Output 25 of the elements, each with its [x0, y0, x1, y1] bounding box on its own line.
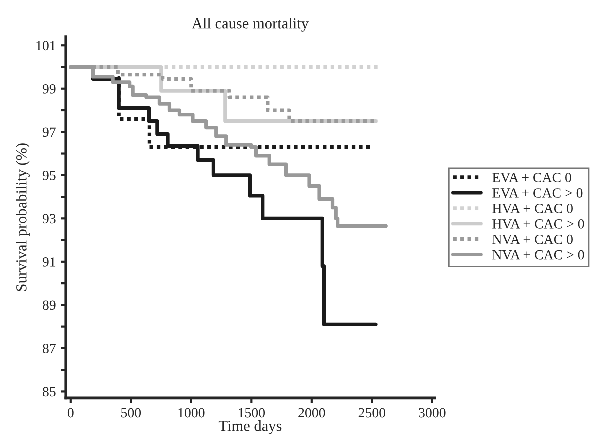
y-tick-label: 95	[42, 171, 56, 180]
x-tick-label: 500	[122, 408, 142, 418]
x-tick-label: 3000	[419, 408, 446, 418]
x-tick-label: 1000	[178, 408, 205, 418]
x-tick-label: 0	[68, 408, 74, 418]
x-tick-label: 2500	[358, 408, 386, 418]
y-axis-title: Survival probability (%)	[16, 144, 30, 292]
x-tick-label: 2000	[298, 408, 326, 418]
chart-title: All cause mortality	[192, 18, 309, 32]
x-tick-label: 1500	[238, 408, 266, 418]
legend-label: NVA + CAC > 0	[492, 250, 584, 260]
legend-label: HVA + CAC > 0	[492, 219, 584, 229]
y-tick-label: 93	[42, 214, 56, 224]
y-tick-label: 89	[43, 300, 56, 310]
legend-label: HVA + CAC 0	[492, 204, 573, 214]
y-tick-label: 101	[36, 41, 56, 51]
y-tick-label: 85	[43, 387, 56, 397]
legend-label: NVA + CAC 0	[492, 234, 573, 244]
x-axis-title: Time days	[218, 420, 282, 434]
legend-label: EVA + CAC > 0	[492, 188, 583, 198]
legend-label: EVA + CAC 0	[492, 173, 572, 183]
y-tick-label: 97	[42, 128, 56, 138]
y-tick-label: 91	[42, 258, 56, 267]
y-tick-label: 87	[43, 344, 56, 354]
y-tick-label: 99	[42, 84, 56, 94]
